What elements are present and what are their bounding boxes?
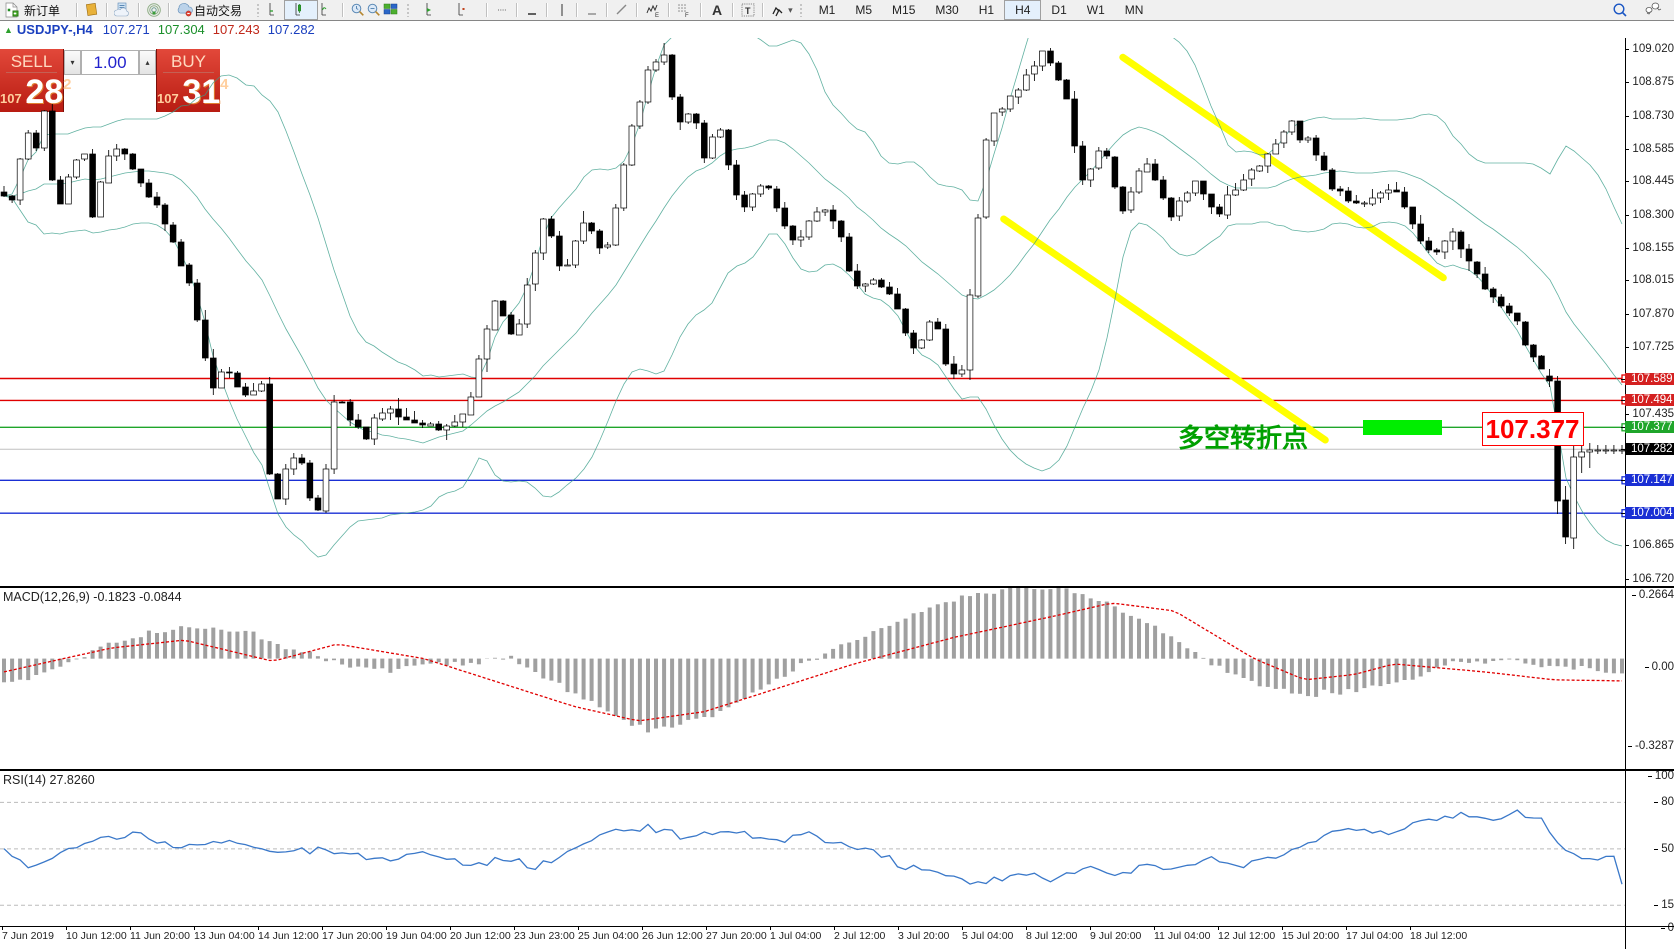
svg-text:T: T (745, 6, 751, 16)
svg-text:F: F (685, 13, 689, 18)
svg-text:E: E (655, 13, 659, 18)
